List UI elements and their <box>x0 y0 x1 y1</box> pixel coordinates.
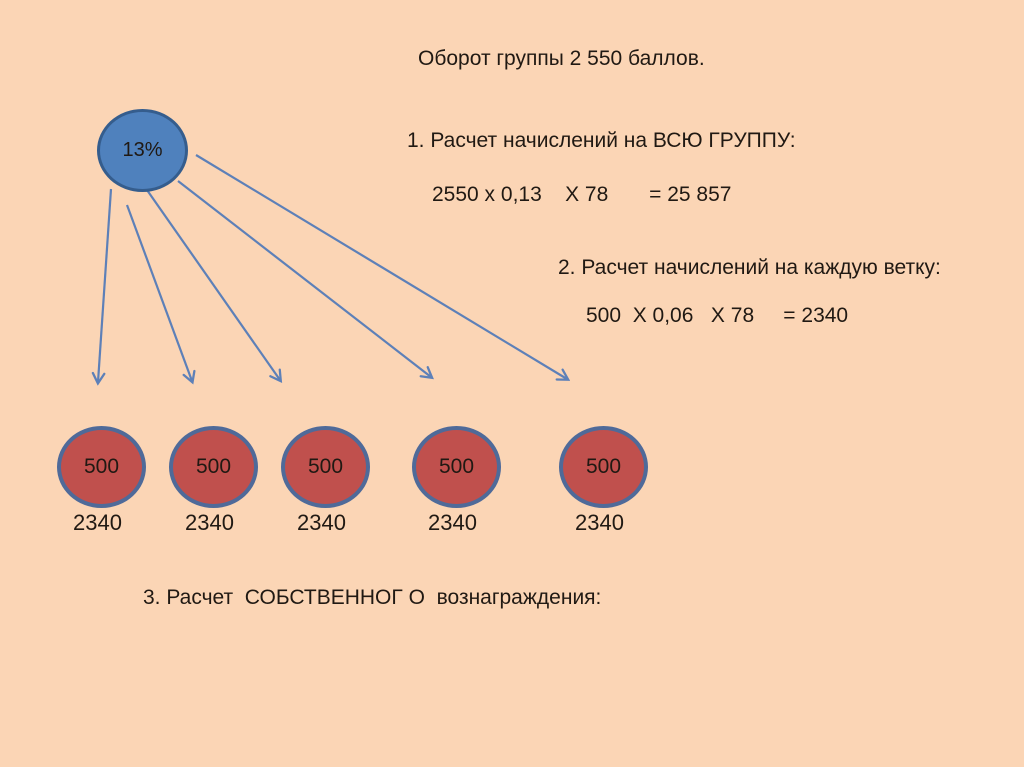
branch-payout-label: 2340 <box>428 510 477 535</box>
branch-payout-label: 2340 <box>575 510 624 535</box>
branch-payout-label: 2340 <box>73 510 122 535</box>
branch-arrow <box>177 180 431 377</box>
branch-payout-label: 2340 <box>297 510 346 535</box>
branch-arrow <box>125 204 192 381</box>
branch-node-label: 500 <box>195 455 232 478</box>
branch-node-label: 500 <box>438 455 475 478</box>
step2-heading: 2. Расчет начислений на каждую ветку: <box>558 256 941 279</box>
step1-heading: 1. Расчет начислений на ВСЮ ГРУППУ: <box>407 129 796 152</box>
branch-node-circle: 500 <box>412 426 501 508</box>
branch-arrow <box>98 188 113 382</box>
step1-formula: 2550 x 0,13 Х 78 = 25 857 <box>432 183 732 206</box>
branch-node-label: 500 <box>585 455 622 478</box>
branch-node-label: 500 <box>83 455 120 478</box>
branch-node-circle: 500 <box>559 426 648 508</box>
branch-payout-label: 2340 <box>185 510 234 535</box>
branch-node-circle: 500 <box>281 426 370 508</box>
step2-formula: 500 Х 0,06 Х 78 = 2340 <box>586 304 849 327</box>
step3-heading: 3. Расчет СОБСТВЕННОГ О вознаграждения: <box>143 586 602 609</box>
root-node-circle: 13% <box>97 109 188 192</box>
branch-node-circle: 500 <box>169 426 258 508</box>
branch-arrow <box>195 154 567 379</box>
branch-node-label: 500 <box>307 455 344 478</box>
slide-title: Оборот группы 2 550 баллов. <box>418 47 705 70</box>
branch-node-circle: 500 <box>57 426 146 508</box>
root-node-label: 13% <box>122 139 163 161</box>
branch-arrow <box>146 189 280 380</box>
